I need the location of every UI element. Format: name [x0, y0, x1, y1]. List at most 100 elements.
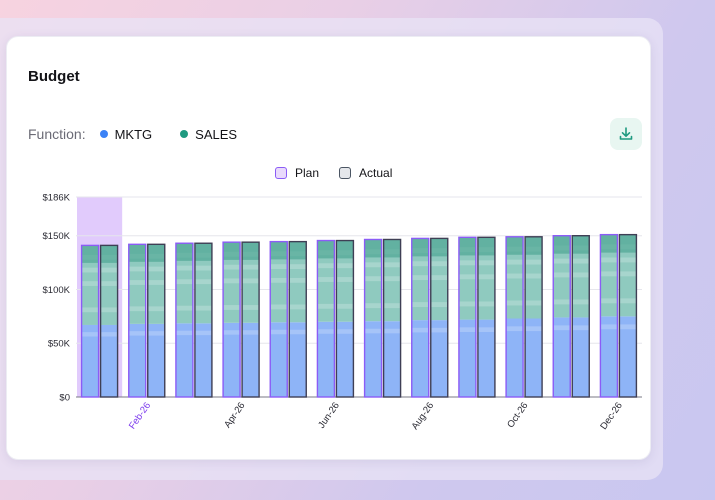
bar-outline-plan	[269, 240, 288, 398]
bar-band	[223, 278, 241, 284]
bar-band	[506, 300, 524, 306]
bar-band	[223, 264, 241, 270]
bar-band	[81, 281, 99, 286]
bar-band	[128, 331, 146, 336]
bar-segment-sales-plan	[81, 245, 99, 325]
bar-band	[411, 275, 429, 281]
bar-band	[477, 301, 495, 307]
bar-band	[477, 327, 495, 332]
bar-cap	[128, 244, 146, 262]
bar-band	[81, 307, 99, 313]
bar-band	[553, 272, 571, 278]
bar-cap	[430, 238, 448, 257]
x-tick-label: Oct-26	[505, 400, 530, 430]
bar-band	[175, 265, 193, 271]
bar-band	[289, 329, 307, 335]
bar-cap	[175, 243, 193, 261]
bar-band	[383, 303, 401, 309]
bar-segment-mktg-plan	[223, 322, 241, 397]
bar-band	[147, 280, 165, 285]
bar-segment-sales-actual	[430, 238, 448, 321]
bar-band	[100, 281, 118, 286]
bar-outline-plan	[599, 233, 619, 398]
bar-band	[147, 306, 165, 312]
bar-segment-mktg-actual	[336, 321, 354, 397]
filter-item-mktg[interactable]: MKTG	[99, 127, 152, 142]
bar-segment-sales-plan	[223, 242, 241, 323]
bar-band	[317, 303, 335, 309]
bar-outline-actual	[335, 239, 355, 398]
bar-cap	[270, 241, 288, 260]
bar-cap	[242, 242, 260, 260]
bar-outline-plan	[222, 241, 241, 398]
mktg-dot-icon	[99, 130, 108, 138]
bar-cap	[223, 242, 241, 260]
bar-band	[600, 257, 618, 263]
bar-band	[430, 261, 448, 267]
bar-cap	[553, 235, 571, 254]
bar-band	[430, 275, 448, 281]
bar-segment-sales-plan	[553, 235, 571, 318]
bar-band	[364, 276, 382, 282]
bar-band	[506, 259, 524, 265]
legend-item-plan[interactable]: Plan	[275, 166, 319, 180]
bar-cap	[506, 236, 524, 255]
bar-outline-plan	[363, 238, 383, 398]
bar-band	[477, 274, 495, 280]
bar-segment-sales-actual	[525, 236, 543, 319]
bar-band	[572, 325, 590, 331]
bar-band	[289, 264, 307, 270]
bar-outline-plan	[552, 235, 571, 398]
bar-band	[600, 324, 618, 330]
bar-band	[128, 306, 146, 312]
bar-outline-plan	[458, 236, 477, 398]
legend-actual-label: Actual	[359, 166, 393, 180]
bar-band	[289, 304, 307, 310]
bar-outline-actual	[147, 243, 166, 398]
x-tick-label: Feb-26	[127, 400, 153, 431]
bar-segment-mktg-actual	[619, 316, 637, 397]
y-tick-label: $100K	[43, 285, 71, 296]
bar-segment-mktg-actual	[430, 320, 448, 397]
bar-segment-mktg-actual	[100, 324, 118, 397]
bar-cap	[600, 234, 618, 253]
bar-band	[317, 263, 335, 269]
bar-segment-sales-actual	[572, 235, 590, 318]
bar-band	[619, 324, 637, 330]
bar-segment-sales-actual	[619, 234, 637, 317]
bar-segment-sales-plan	[317, 240, 335, 322]
bar-band	[458, 301, 476, 307]
bar-outline-plan	[411, 237, 430, 398]
bar-segment-sales-actual	[477, 237, 495, 320]
bar-band	[81, 267, 99, 273]
bar-band	[128, 280, 146, 285]
bar-cap	[572, 235, 590, 254]
bar-cap	[317, 240, 335, 259]
bar-band	[242, 305, 260, 310]
legend-item-actual[interactable]: Actual	[339, 166, 392, 180]
bar-band	[553, 258, 571, 264]
bar-cap	[194, 243, 212, 261]
bar-band	[336, 303, 354, 309]
download-button[interactable]	[610, 118, 642, 150]
filter-item-sales[interactable]: SALES	[180, 127, 237, 142]
bar-segment-sales-plan	[270, 241, 288, 323]
bar-segment-mktg-actual	[477, 319, 495, 397]
bar-segment-mktg-plan	[600, 316, 618, 397]
bar-segment-mktg-plan	[553, 317, 571, 397]
bar-segment-mktg-plan	[128, 323, 146, 397]
x-tick-label: Dec-26	[598, 400, 625, 431]
bar-band	[194, 305, 212, 311]
bar-band	[336, 277, 354, 282]
bar-segment-sales-plan	[506, 236, 524, 319]
bar-segment-mktg-plan	[175, 323, 193, 397]
bar-band	[553, 299, 571, 305]
bar-segment-mktg-plan	[506, 318, 524, 397]
bar-cap	[81, 245, 99, 263]
bar-band	[242, 264, 260, 270]
bar-band	[525, 273, 543, 279]
bar-outline-plan	[175, 242, 194, 398]
function-filter-label: Function:	[28, 126, 86, 142]
bar-outline-plan	[505, 236, 524, 398]
